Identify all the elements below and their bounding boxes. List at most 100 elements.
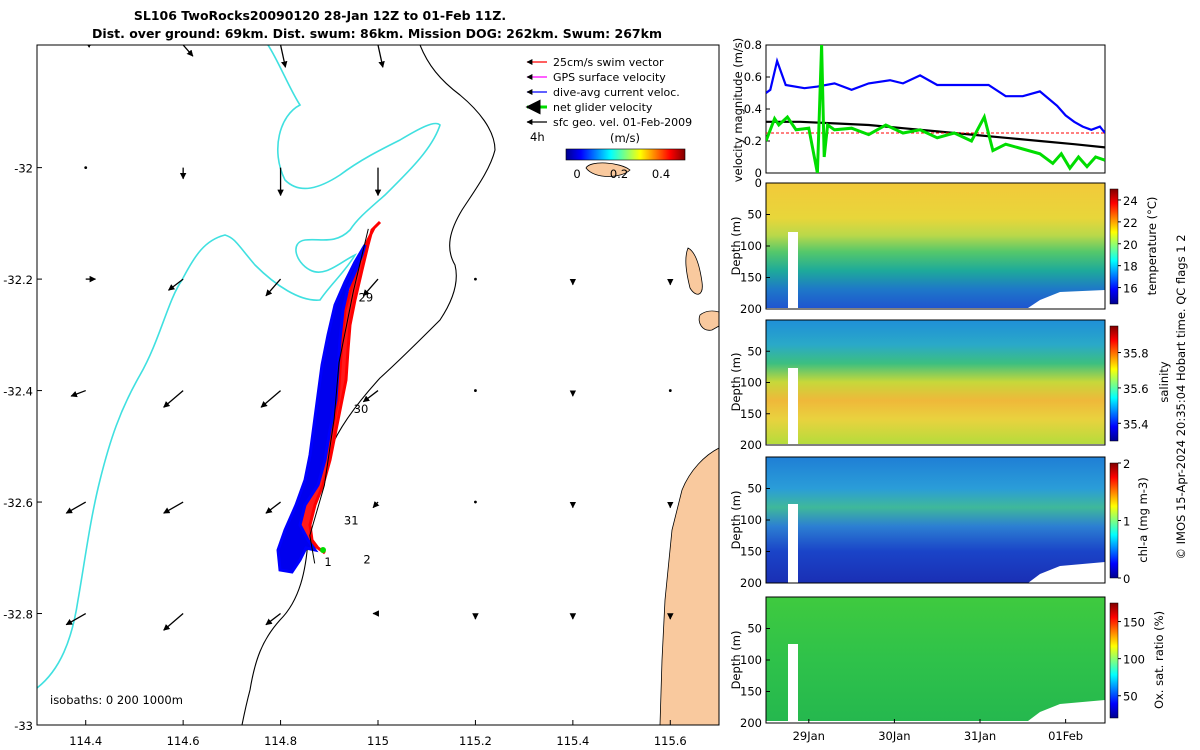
colorbar-tick-label: 35.6 <box>1123 382 1149 396</box>
chla-gap <box>788 504 798 583</box>
depth-tick-label: 150 <box>740 545 762 559</box>
geo-vector-arrow <box>260 390 281 408</box>
map-x-tick-label: 114.6 <box>167 734 200 748</box>
temperature-ylabel: Depth (m) <box>729 217 743 276</box>
geo-vector-arrow <box>265 613 281 626</box>
depth-tick-label: 100 <box>740 513 762 527</box>
copyright-note: © IMOS 15-Apr-2024 20:35:04 Hobart time.… <box>1174 234 1188 559</box>
salinity-colorbar <box>1109 325 1119 442</box>
colorbar-tick-label: 16 <box>1123 282 1138 296</box>
day-label: 31 <box>344 513 359 527</box>
map-x-axis: 114.4 114.6 114.8 115 115.2 115.4 115.6 <box>69 720 687 748</box>
salinity-panel: Depth (m) salinity 50 100 150 200 35.4 35.6 35… <box>729 319 1171 452</box>
legend-geo: sfc geo. vel. 01-Feb-2009 <box>553 116 692 129</box>
depth-tick-label: 150 <box>740 685 762 699</box>
time-tick-label: 29Jan <box>793 729 825 743</box>
map-x-tick-label: 114.8 <box>264 734 297 748</box>
temperature-colorbar <box>1109 188 1119 305</box>
time-tick-label: 01Feb <box>1048 729 1083 743</box>
oxygen-ylabel: Depth (m) <box>729 631 743 690</box>
isobath-200m-west <box>37 45 441 689</box>
title-line-1: SL106 TwoRocks20090120 28-Jan 12Z to 01-… <box>134 8 506 23</box>
geo-vector-arrow <box>279 45 288 68</box>
depth-tick-label: 50 <box>747 208 762 222</box>
map-x-tick-label: 115 <box>367 734 389 748</box>
velocity-series-line <box>766 57 1105 134</box>
geo-vector-arrow <box>362 390 379 403</box>
geo-vector-arrow <box>65 501 87 514</box>
velocity-y-tick-label: 0.8 <box>744 38 762 52</box>
land-mainland <box>659 447 719 725</box>
depth-tick-label: 50 <box>747 344 762 358</box>
depth-tick-label: 100 <box>740 239 762 253</box>
geo-vector-arrow <box>163 613 184 631</box>
isobath-1000m <box>241 45 496 725</box>
colorbar-tick-label: 35.8 <box>1123 347 1149 361</box>
colorbar-tick-label: 1 <box>1123 515 1130 529</box>
velocity-y-tick-label: 0.4 <box>744 102 762 116</box>
salinity-gap <box>788 368 798 444</box>
depth-tick-label: 200 <box>740 716 762 730</box>
oxygen-clabel: Ox. sat. ratio (%) <box>1152 611 1166 709</box>
velocity-y-tick-label: 0 <box>755 166 762 180</box>
depth-tick-label: 50 <box>747 482 762 496</box>
depth-tick-label: 100 <box>740 376 762 390</box>
depth-tick-label: 200 <box>740 438 762 452</box>
chla-panel: Depth (m) chl-a (mg m-3) 50 100 150 200 0 1 2 <box>729 456 1150 590</box>
scale-label: 4h <box>530 130 545 144</box>
colorbar-tick-label: 22 <box>1123 216 1138 230</box>
velocity-panel: 0 0.2 0.4 0.6 0.8 velocity magnitude (m/s) <box>731 38 1106 183</box>
temperature-panel: Depth (m) temperature (°C) 0 50 100 150 200 1… <box>729 176 1159 316</box>
velocity-ylabel: velocity magnitude (m/s) <box>731 38 745 183</box>
geo-vector-dot <box>474 500 477 504</box>
depth-tick-label: 150 <box>740 407 762 421</box>
map-y-tick-label: -32.8 <box>3 608 33 622</box>
chla-clabel: chl-a (mg m-3) <box>1136 477 1150 562</box>
title-line-2: Dist. over ground: 69km. Dist. swum: 86k… <box>92 26 662 41</box>
oxygen-axes: 50 100 150 200 50 100 150 <box>740 616 1145 730</box>
geo-vector-arrow <box>265 278 282 297</box>
map-y-tick-label: -32.4 <box>3 385 33 399</box>
geo-vector-dot <box>474 389 477 392</box>
map-y-tick-label: -32.6 <box>3 496 33 510</box>
colorbar-tick-label: 2 <box>1123 457 1130 471</box>
day-label: 2 <box>363 552 370 566</box>
map-x-tick-label: 115.2 <box>459 734 492 748</box>
temperature-gap <box>788 232 798 308</box>
colorbar-tick-label: 20 <box>1123 238 1138 252</box>
chla-ylabel: Depth (m) <box>729 491 743 550</box>
map-y-tick-label: -33 <box>14 719 33 733</box>
chla-colorbar <box>1109 462 1119 579</box>
colorbar-tick-label: 35.4 <box>1123 417 1149 431</box>
map-background <box>37 45 719 725</box>
map-x-tick-label: 115.4 <box>556 734 589 748</box>
map-x-tick-label: 115.6 <box>654 734 687 748</box>
geo-vector-arrow <box>65 612 87 626</box>
salinity-clabel: salinity <box>1157 361 1171 402</box>
colorbar-tick-label: 24 <box>1123 194 1138 208</box>
salinity-ylabel: Depth (m) <box>729 353 743 412</box>
legend-gps: GPS surface velocity <box>553 71 666 84</box>
colorbar-tick-label: 150 <box>1123 616 1145 630</box>
time-tick-label: 31Jan <box>964 729 996 743</box>
land-island-2 <box>698 310 719 331</box>
salinity-axes: 50 100 150 200 35.4 35.6 35.8 <box>740 344 1149 452</box>
map-y-tick-label: -32 <box>14 162 33 176</box>
colorbar-tick-label: 100 <box>1123 653 1145 667</box>
day-label: 1 <box>324 555 331 569</box>
depth-tick-label: 150 <box>740 271 762 285</box>
land-island-1 <box>685 247 703 295</box>
speed-colorbar <box>565 148 686 161</box>
day-label: 29 <box>359 290 374 304</box>
geo-vector-dot <box>474 277 477 281</box>
legend-net: net glider velocity <box>553 101 653 114</box>
geo-vector-arrow <box>168 278 184 291</box>
chla-axes: 50 100 150 200 0 1 2 <box>740 457 1130 590</box>
geo-vector-arrow <box>163 390 184 408</box>
isobaths-label: isobaths: 0 200 1000m <box>50 693 183 707</box>
geo-vector-dot <box>668 389 672 392</box>
oxygen-colorbar <box>1109 602 1119 719</box>
colorbar-tick-0: 0 <box>573 167 580 181</box>
map-x-tick-label: 114.4 <box>69 734 102 748</box>
